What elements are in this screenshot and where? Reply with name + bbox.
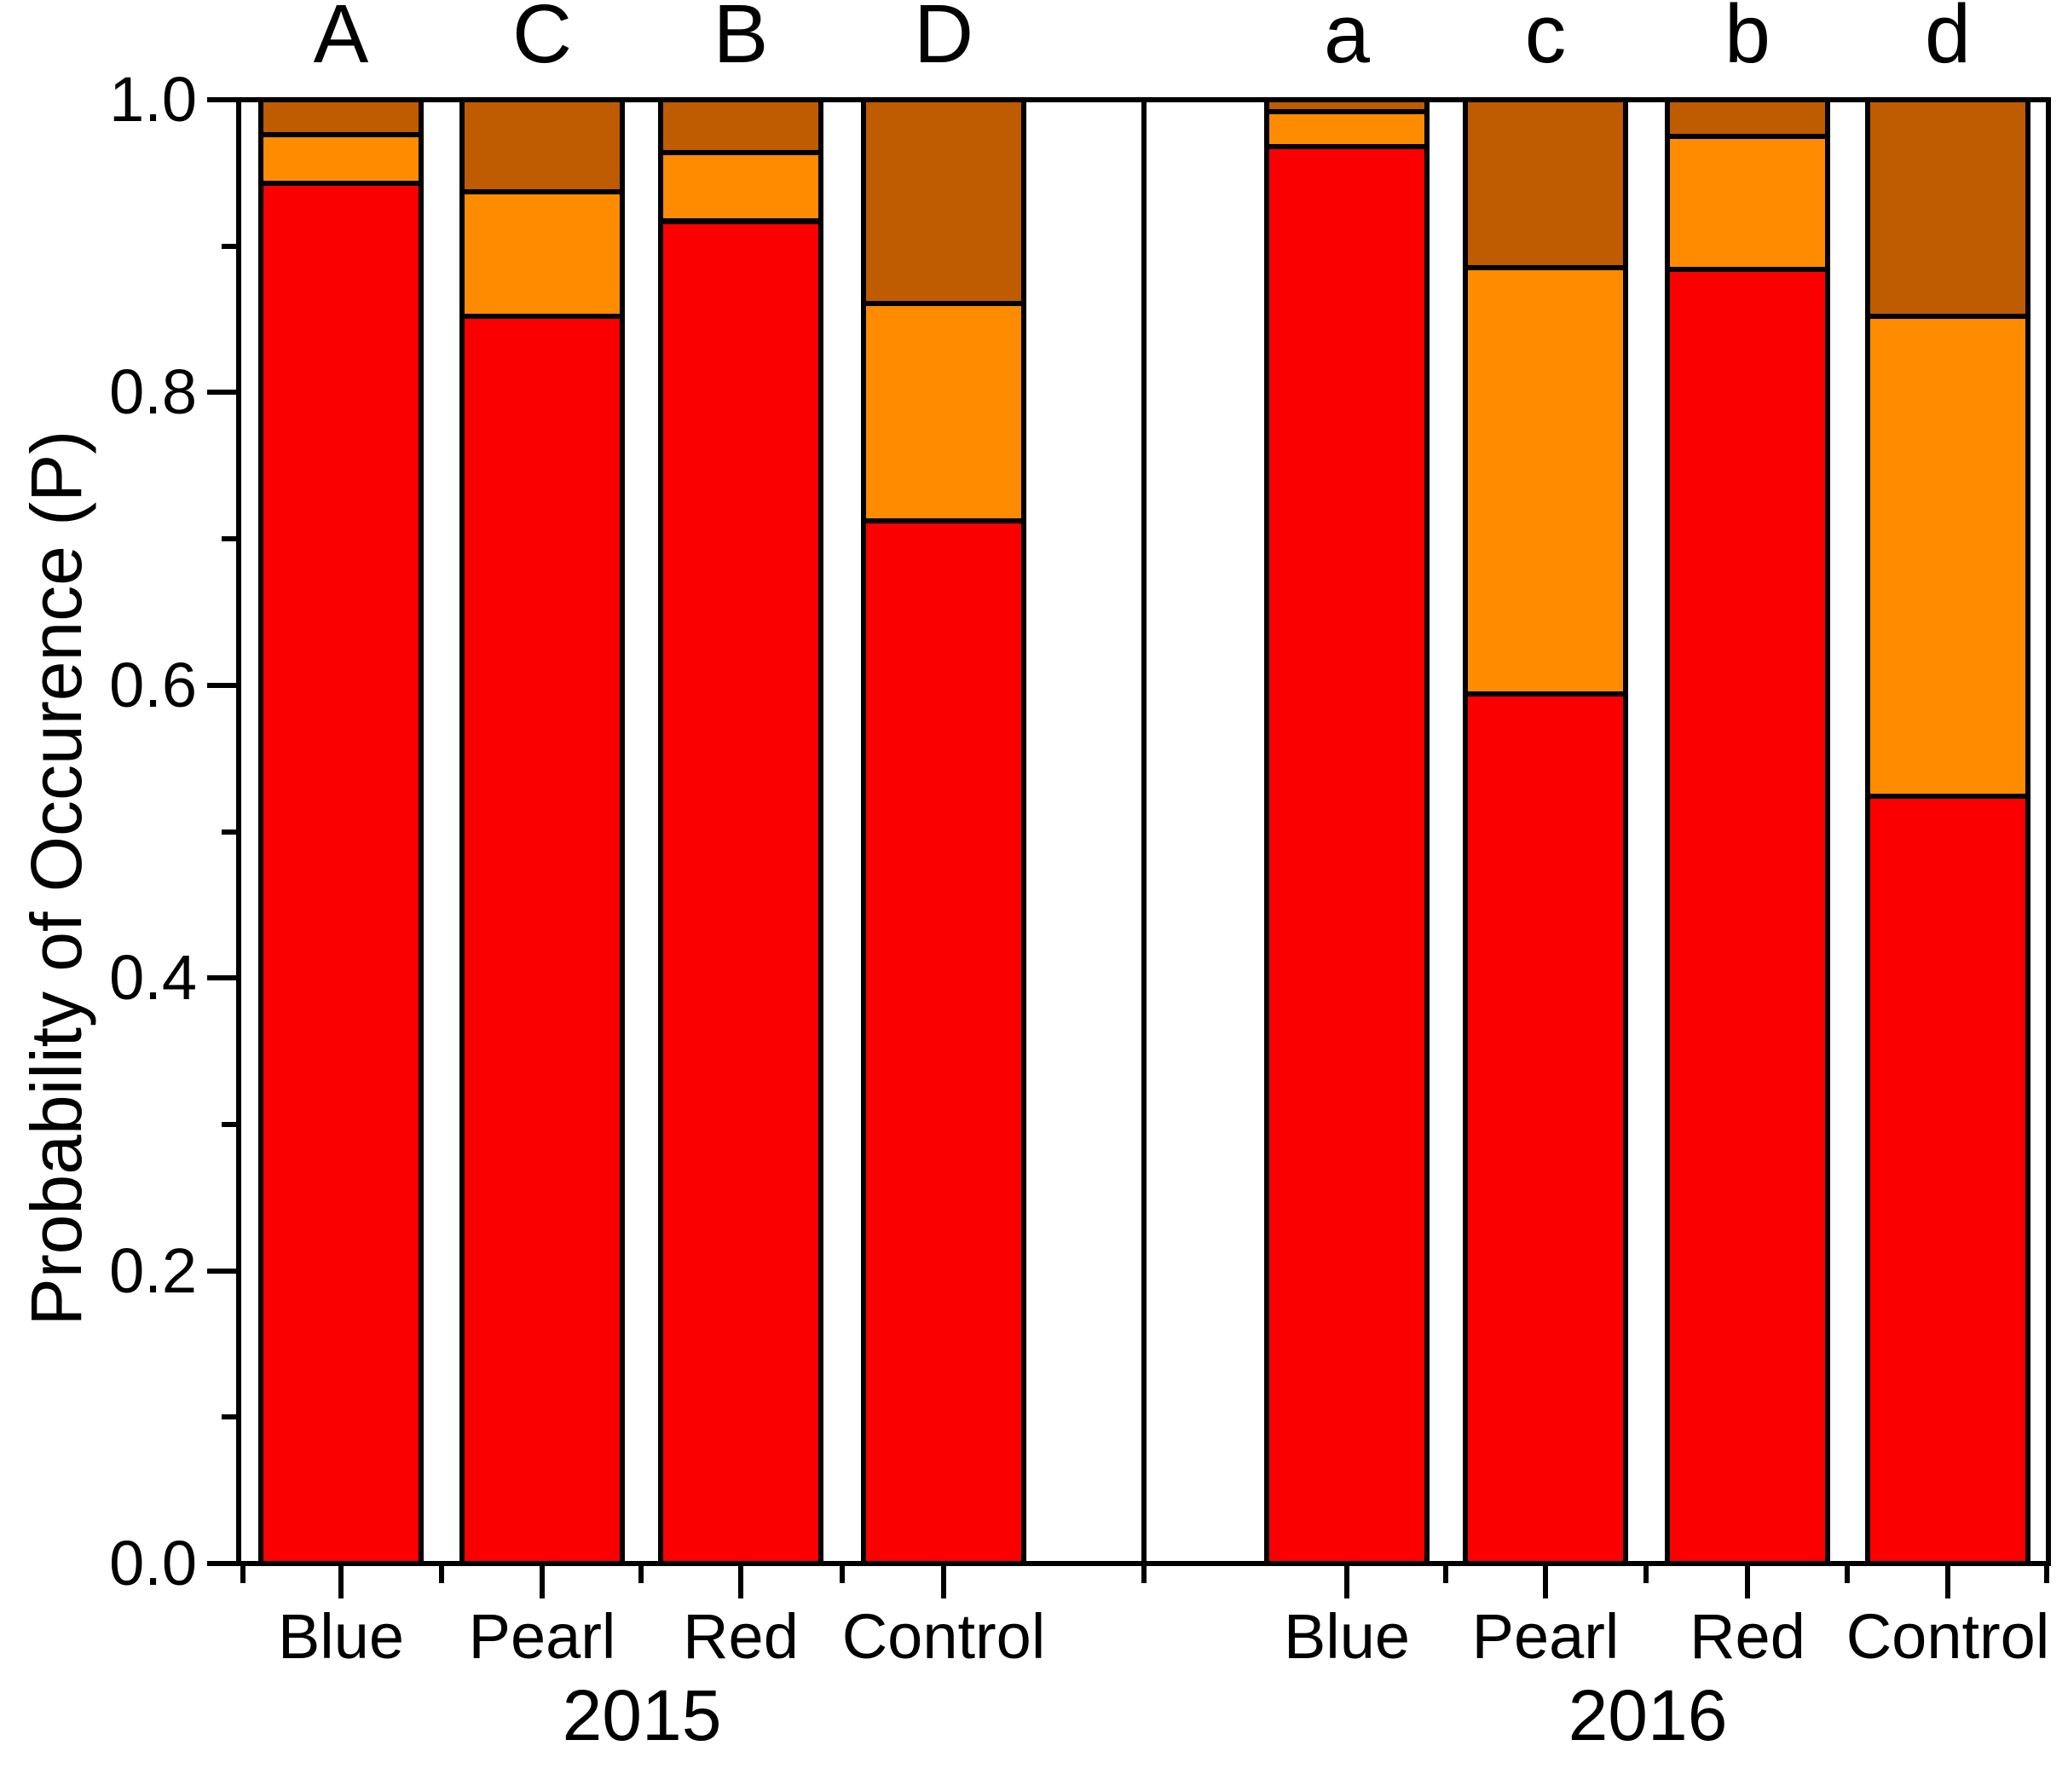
x-tick-major xyxy=(540,1566,545,1598)
red-segment xyxy=(866,523,1021,1561)
brown-segment xyxy=(866,102,1021,301)
significance-letter: A xyxy=(313,0,369,80)
x-tick-major xyxy=(338,1566,344,1598)
bar xyxy=(658,97,823,1566)
red-segment xyxy=(465,319,620,1561)
category-label: Red xyxy=(683,1601,799,1672)
significance-letter: C xyxy=(511,0,573,80)
bar xyxy=(861,97,1026,1566)
x-tick-minor xyxy=(2044,1566,2049,1583)
y-tick-major xyxy=(207,975,236,981)
y-tick-label: 0.2 xyxy=(109,1234,197,1306)
red-segment xyxy=(1870,799,2025,1561)
brown-segment xyxy=(663,102,818,150)
brown-segment xyxy=(263,102,419,133)
category-label: Pearl xyxy=(1471,1601,1620,1672)
orange-segment xyxy=(663,154,818,219)
y-tick-label: 0.0 xyxy=(109,1528,197,1598)
y-tick-minor xyxy=(222,1414,236,1420)
orange-segment xyxy=(263,137,419,181)
bar xyxy=(1865,97,2030,1566)
bar xyxy=(1463,97,1628,1566)
x-tick-major xyxy=(1945,1566,1950,1598)
y-tick-minor xyxy=(222,243,236,249)
orange-segment xyxy=(465,194,620,315)
bar xyxy=(459,97,625,1566)
significance-letter: b xyxy=(1724,0,1771,80)
bar xyxy=(1264,97,1430,1566)
bar xyxy=(1665,97,1830,1566)
red-segment xyxy=(1670,272,1825,1561)
category-label: Control xyxy=(841,1601,1046,1672)
x-tick-major xyxy=(941,1566,946,1598)
x-tick-minor xyxy=(840,1566,845,1583)
panel-separator-line xyxy=(1141,97,1147,1566)
x-tick-minor xyxy=(638,1566,644,1583)
x-tick-major xyxy=(1543,1566,1548,1598)
significance-letter: d xyxy=(1925,0,1971,80)
red-segment xyxy=(663,223,818,1561)
category-label: Pearl xyxy=(468,1601,616,1672)
y-tick-minor xyxy=(222,829,236,835)
x-tick-major xyxy=(1745,1566,1750,1598)
y-tick-major xyxy=(207,1268,236,1274)
y-tick-major xyxy=(207,682,236,688)
category-label: Control xyxy=(1846,1601,2050,1672)
red-segment xyxy=(263,185,419,1561)
brown-segment xyxy=(1670,102,1825,134)
y-tick-label: 0.6 xyxy=(109,649,197,720)
x-tick-minor xyxy=(439,1566,444,1583)
y-tick-label: 1.0 xyxy=(109,64,197,135)
significance-letter: B xyxy=(713,0,769,80)
significance-letter: a xyxy=(1324,0,1370,80)
significance-letter: D xyxy=(913,0,974,80)
y-tick-label: 0.4 xyxy=(109,942,197,1014)
significance-letter: c xyxy=(1524,0,1567,80)
category-label: Blue xyxy=(277,1601,405,1672)
brown-segment xyxy=(1269,102,1424,109)
y-tick-minor xyxy=(222,1121,236,1127)
x-tick-minor xyxy=(1141,1566,1147,1583)
category-label: Red xyxy=(1690,1601,1805,1672)
category-label: Blue xyxy=(1283,1601,1411,1672)
orange-segment xyxy=(1870,319,2025,795)
group-label-2015: 2015 xyxy=(562,1675,722,1755)
orange-segment xyxy=(1468,270,1623,692)
y-tick-major xyxy=(207,390,236,396)
y-tick-major xyxy=(207,97,236,102)
x-tick-minor xyxy=(240,1566,246,1583)
y-tick-minor xyxy=(222,536,236,542)
x-tick-major xyxy=(738,1566,743,1598)
orange-segment xyxy=(866,305,1021,519)
brown-segment xyxy=(1870,102,2025,315)
red-segment xyxy=(1468,697,1623,1561)
orange-segment xyxy=(1269,113,1424,144)
y-tick-major xyxy=(207,1561,236,1566)
y-tick-label: 0.8 xyxy=(109,356,197,428)
bar xyxy=(258,97,424,1566)
brown-segment xyxy=(1468,102,1623,266)
group-label-2016: 2016 xyxy=(1568,1675,1728,1755)
y-axis-title: Probability of Occurence (P) xyxy=(16,430,96,1327)
x-tick-minor xyxy=(1643,1566,1649,1583)
x-tick-major xyxy=(1344,1566,1349,1598)
orange-segment xyxy=(1670,138,1825,268)
red-segment xyxy=(1269,148,1424,1561)
brown-segment xyxy=(465,102,620,190)
x-tick-minor xyxy=(1845,1566,1850,1583)
x-tick-minor xyxy=(1443,1566,1448,1583)
